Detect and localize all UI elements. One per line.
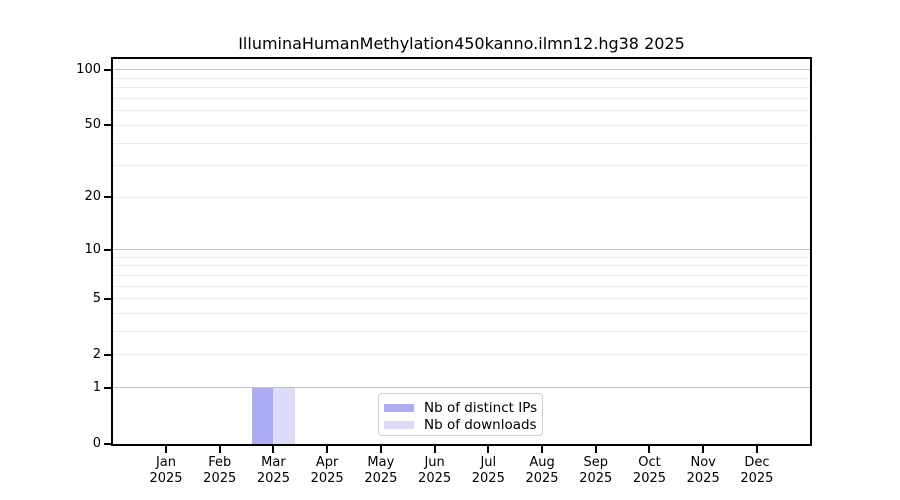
y-gridline-minor <box>113 142 810 144</box>
bar-downloads <box>273 387 295 444</box>
x-tick-mark <box>433 444 436 453</box>
y-tick-label: 10 <box>84 241 101 257</box>
y-gridline-minor <box>113 110 810 112</box>
y-gridline-major <box>113 69 810 71</box>
y-gridline-minor <box>113 298 810 300</box>
x-tick-mark <box>594 444 597 453</box>
x-tick-mark <box>541 444 544 453</box>
y-gridline-minor <box>113 87 810 89</box>
x-tick-label: Sep 2025 <box>564 455 628 487</box>
x-tick-label: Dec 2025 <box>725 455 789 487</box>
x-tick-year: 2025 <box>579 471 613 486</box>
x-tick-label: Oct 2025 <box>617 455 681 487</box>
chart-title: IlluminaHumanMethylation450kanno.ilmn12.… <box>238 34 685 53</box>
y-tick-mark <box>104 68 111 71</box>
plot-area: 0 1 2 5 10 20 50 100 Jan 2025 Feb 2025 Mar 2025 Apr 202… <box>76 59 810 486</box>
y-gridline-major <box>113 249 810 251</box>
y-tick-mark <box>104 196 111 199</box>
y-tick-mark <box>104 443 111 445</box>
x-tick-year: 2025 <box>149 471 183 486</box>
x-tick-month: Jul <box>480 455 497 470</box>
x-tick-mark <box>487 444 490 453</box>
legend-label: Nb of distinct IPs <box>424 399 538 416</box>
x-tick-label: Jan 2025 <box>134 455 198 487</box>
x-tick-label: Feb 2025 <box>188 455 252 487</box>
x-tick-year: 2025 <box>686 471 720 486</box>
x-tick-mark <box>272 444 275 453</box>
y-gridline-minor <box>113 124 810 126</box>
x-tick-month: Jun <box>424 455 445 470</box>
y-tick-label: 5 <box>92 290 101 306</box>
y-gridline-minor <box>113 165 810 167</box>
x-tick-label: Jun 2025 <box>403 455 467 487</box>
y-tick-mark <box>104 124 111 127</box>
x-tick-year: 2025 <box>471 471 505 486</box>
y-tick-mark <box>104 248 111 251</box>
x-tick-label: Nov 2025 <box>671 455 735 487</box>
x-tick-mark <box>218 444 221 453</box>
x-tick-month: Dec <box>744 455 770 470</box>
x-tick-year: 2025 <box>632 471 667 486</box>
plot-border <box>111 57 812 446</box>
x-tick-year: 2025 <box>256 471 290 486</box>
bar-distinct-ips <box>251 387 274 444</box>
x-tick-year: 2025 <box>203 471 237 486</box>
y-tick-label: 0 <box>92 436 101 451</box>
legend-label: Nb of downloads <box>424 416 537 433</box>
y-tick-label: 100 <box>76 61 101 77</box>
x-tick-month: Feb <box>208 455 232 470</box>
x-tick-month: Jan <box>155 455 177 470</box>
y-tick-mark <box>104 297 111 300</box>
x-tick-year: 2025 <box>525 471 559 486</box>
x-tick-month: Nov <box>690 455 716 470</box>
legend-swatch <box>384 403 414 412</box>
x-tick-year: 2025 <box>364 471 398 486</box>
x-tick-month: Oct <box>638 455 661 470</box>
y-gridline-minor <box>113 285 810 287</box>
y-tick-label: 20 <box>84 189 101 205</box>
y-gridline-minor <box>113 313 810 315</box>
x-tick-mark <box>326 444 329 453</box>
y-gridline-minor <box>113 354 810 356</box>
y-tick-label: 50 <box>84 117 101 133</box>
y-tick-mark <box>104 353 111 356</box>
y-gridline-minor <box>113 196 810 198</box>
x-tick-month: May <box>367 455 395 470</box>
x-tick-year: 2025 <box>310 471 344 486</box>
x-tick-mark <box>648 444 651 453</box>
y-tick-label: 2 <box>92 346 101 362</box>
y-gridline-minor <box>113 98 810 100</box>
x-tick-month: Aug <box>529 455 555 470</box>
x-tick-mark <box>702 444 705 453</box>
x-tick-label: May 2025 <box>349 455 413 487</box>
y-gridline-minor <box>113 77 810 79</box>
y-gridline-minor <box>113 331 810 333</box>
y-gridline-major <box>113 387 810 389</box>
y-gridline-minor <box>113 274 810 276</box>
y-tick-mark <box>104 386 111 389</box>
x-tick-label: Aug 2025 <box>510 455 574 487</box>
x-tick-month: Apr <box>315 455 339 470</box>
x-tick-month: Sep <box>583 455 608 470</box>
x-tick-mark <box>379 444 382 453</box>
x-tick-month: Mar <box>261 455 286 470</box>
x-tick-label: Mar 2025 <box>241 455 305 487</box>
legend: Nb of distinct IPs Nb of downloads <box>378 393 543 436</box>
legend-item: Nb of distinct IPs <box>384 399 538 416</box>
x-tick-label: Apr 2025 <box>295 455 359 487</box>
legend-item: Nb of downloads <box>384 416 537 433</box>
legend-swatch <box>384 420 414 429</box>
x-tick-year: 2025 <box>740 471 774 486</box>
x-tick-mark <box>755 444 758 453</box>
x-tick-mark <box>165 444 167 453</box>
y-gridline-minor <box>113 265 810 267</box>
y-gridline-minor <box>113 256 810 258</box>
x-tick-year: 2025 <box>418 471 452 486</box>
x-tick-label: Jul 2025 <box>456 455 520 487</box>
y-tick-label: 1 <box>92 379 101 395</box>
